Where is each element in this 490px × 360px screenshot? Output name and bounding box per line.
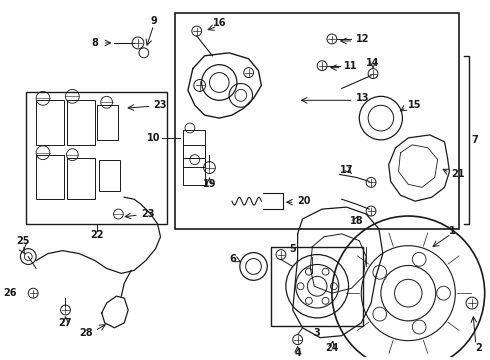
Text: 12: 12 [356, 34, 370, 44]
Bar [99, 159, 121, 191]
Text: 13: 13 [356, 93, 370, 103]
Bar [68, 100, 95, 145]
Bar [183, 130, 205, 158]
Text: 23: 23 [154, 100, 167, 110]
Bar [183, 158, 205, 185]
Text: 15: 15 [408, 100, 422, 110]
Text: 5: 5 [290, 244, 296, 254]
Bar [175, 13, 459, 229]
Text: 17: 17 [340, 165, 353, 175]
Bar [36, 155, 64, 199]
Text: 28: 28 [79, 328, 93, 338]
Text: 22: 22 [90, 230, 103, 240]
Bar [68, 158, 95, 199]
Text: 20: 20 [297, 196, 311, 206]
Text: 8: 8 [92, 38, 98, 48]
Text: 1: 1 [449, 226, 456, 236]
Text: 18: 18 [349, 216, 363, 226]
Bar [271, 247, 363, 326]
Text: 19: 19 [203, 179, 216, 189]
Text: 25: 25 [17, 236, 30, 246]
Text: 7: 7 [471, 135, 478, 145]
Text: 3: 3 [314, 328, 320, 338]
Text: 9: 9 [150, 16, 157, 26]
Text: 24: 24 [325, 343, 339, 352]
Text: 21: 21 [451, 170, 465, 180]
Text: 27: 27 [59, 318, 72, 328]
Bar [26, 93, 168, 224]
Text: 23: 23 [141, 209, 154, 219]
Bar [97, 105, 119, 140]
Text: 6: 6 [229, 253, 236, 264]
Text: 16: 16 [213, 18, 226, 28]
Bar [183, 145, 205, 167]
Text: 26: 26 [3, 288, 17, 298]
Text: 11: 11 [343, 61, 357, 71]
Text: 2: 2 [475, 343, 482, 352]
Text: 14: 14 [367, 58, 380, 68]
Text: 10: 10 [147, 133, 161, 143]
Bar [36, 100, 64, 145]
Text: 4: 4 [294, 347, 301, 357]
